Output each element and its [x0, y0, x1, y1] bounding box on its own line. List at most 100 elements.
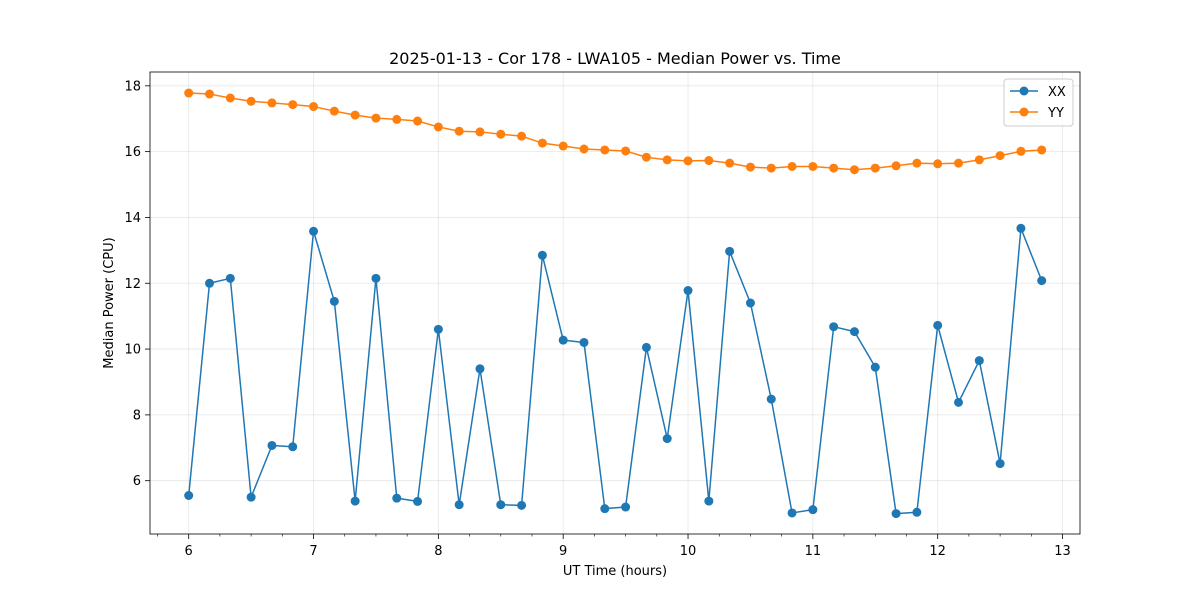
series-xx-point [933, 320, 943, 330]
series-yy-point [309, 102, 319, 112]
series-xx-point [683, 285, 693, 295]
series-yy-point [829, 163, 839, 173]
series-yy-point [725, 158, 735, 168]
series-yy-point [329, 106, 339, 116]
series-xx-point [954, 397, 964, 407]
series-yy-point [1016, 146, 1026, 156]
series-xx-point [475, 364, 485, 374]
series-xx-point [725, 246, 735, 256]
series-yy-point [267, 98, 277, 108]
series-yy-point [683, 156, 693, 166]
series-xx-point [454, 500, 464, 510]
series-xx-point [579, 337, 589, 347]
series-xx-point [288, 442, 298, 452]
series-xx-point [329, 296, 339, 306]
series-xx-point [496, 500, 506, 510]
series-yy-point [558, 141, 568, 151]
series-xx-point [787, 508, 797, 518]
series-xx-point [829, 322, 839, 332]
series-yy-point [745, 162, 755, 172]
x-tick-label: 10 [680, 544, 697, 559]
plot-frame [149, 71, 1081, 535]
series-xx-point [870, 362, 880, 372]
series-yy-point [808, 161, 818, 171]
series-yy-point [517, 131, 527, 141]
series-xx-point [912, 507, 922, 517]
series-xx-point [745, 298, 755, 308]
legend: XX YY [1003, 78, 1074, 127]
series-xx-point [371, 273, 381, 283]
series-yy-point [496, 129, 506, 139]
series-xx-point [350, 496, 360, 506]
series-yy-point [184, 88, 194, 98]
grid [150, 72, 1080, 534]
x-tick-label: 11 [805, 544, 822, 559]
y-tick-label: 10 [124, 343, 141, 358]
legend-xx-marker [1019, 86, 1029, 96]
series-yy-point [413, 116, 423, 126]
x-axis-label: UT Time (hours) [563, 564, 667, 579]
series-xx-point [517, 500, 527, 510]
series-yy-point [954, 158, 964, 168]
y-tick-label: 8 [133, 408, 141, 423]
series-yy-point [350, 110, 360, 120]
x-tick-label: 13 [1054, 544, 1071, 559]
y-tick-label: 12 [124, 277, 141, 292]
series-yy-point [433, 122, 443, 132]
y-tick-label: 18 [124, 79, 141, 94]
series-xx-point [205, 278, 215, 288]
chart-title: 2025-01-13 - Cor 178 - LWA105 - Median P… [389, 49, 841, 68]
series-yy-point [475, 127, 485, 137]
x-tick-label: 12 [929, 544, 946, 559]
series-xx-point [392, 493, 402, 503]
series-yy-point [537, 138, 547, 148]
x-axis: 6 7 8 9 10 11 12 13 [157, 534, 1071, 559]
series-xx-point [1037, 276, 1047, 286]
series-yy-point [787, 161, 797, 171]
series-yy-point [579, 144, 589, 154]
series-yy-point [454, 126, 464, 136]
series-yy-point [600, 145, 610, 155]
series-xx-point [537, 250, 547, 260]
y-axis-label: Median Power (CPU) [102, 237, 117, 368]
series-xx-point [225, 273, 235, 283]
series-yy-point [995, 151, 1005, 161]
series-yy-point [641, 152, 651, 162]
series-yy-point [1037, 145, 1047, 155]
series-xx-point [600, 504, 610, 514]
series-xx-point [413, 496, 423, 506]
series-yy-point [974, 155, 984, 165]
series-yy-point [225, 93, 235, 103]
series-xx-point [974, 356, 984, 366]
series-yy-point [662, 155, 672, 165]
series-xx-point [246, 492, 256, 502]
series-yy-point [766, 163, 776, 173]
legend-yy-label: YY [1047, 106, 1064, 121]
series-yy-point [392, 114, 402, 124]
series-yy-point [933, 159, 943, 169]
series-yy-point [246, 96, 256, 106]
y-tick-label: 14 [124, 211, 141, 226]
x-tick-label: 8 [434, 544, 442, 559]
x-tick-label: 6 [185, 544, 193, 559]
series-xx-point [267, 440, 277, 450]
series-yy-point [912, 158, 922, 168]
series-yy-point [704, 156, 714, 166]
series-xx-point [433, 324, 443, 334]
series-yy-point [371, 113, 381, 123]
series-layer [184, 88, 1047, 519]
series-xx-point [621, 502, 631, 512]
series-xx-point [808, 505, 818, 515]
series-yy-point [891, 161, 901, 171]
series-yy-point [870, 163, 880, 173]
x-tick-label: 7 [309, 544, 317, 559]
x-tick-label: 9 [559, 544, 567, 559]
series-yy-point [621, 146, 631, 156]
series-yy-point [849, 165, 859, 175]
series-yy-point [205, 89, 215, 99]
series-xx-point [995, 459, 1005, 469]
legend-yy-marker [1019, 107, 1029, 117]
series-xx-point [558, 335, 568, 345]
